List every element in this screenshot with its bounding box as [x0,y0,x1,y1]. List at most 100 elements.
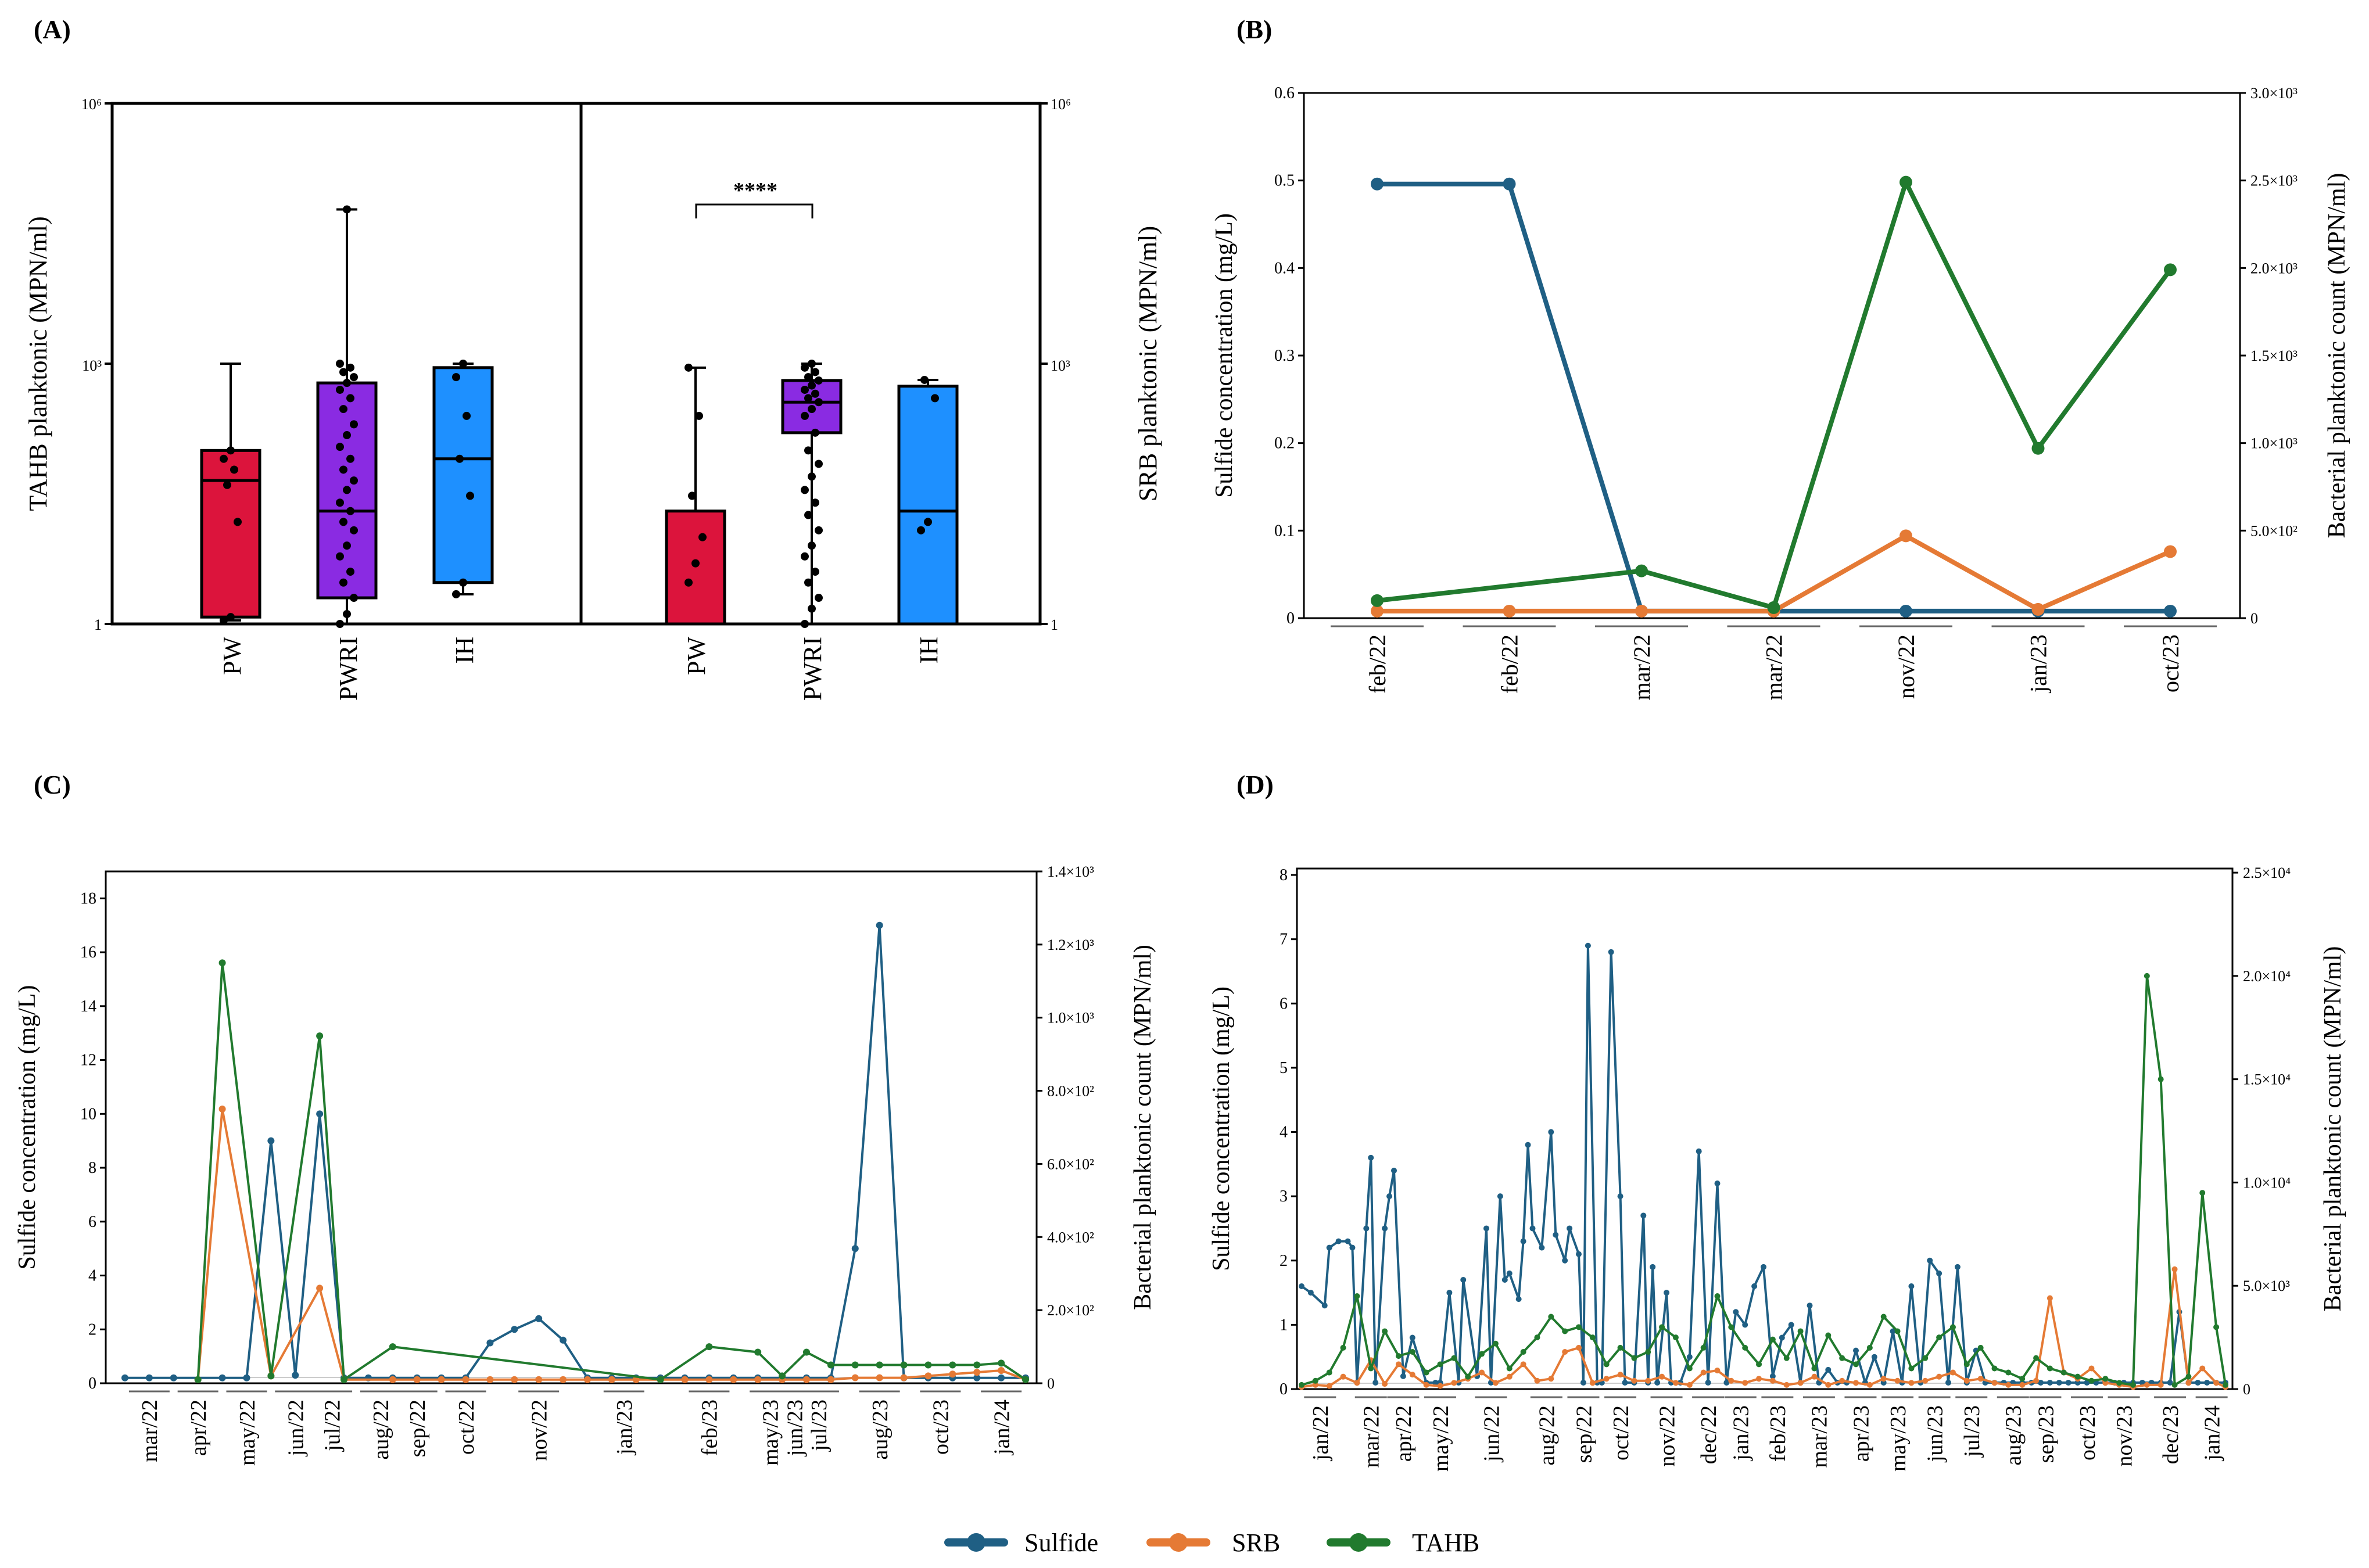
panelc-point-sulfide [145,1374,153,1382]
box-0-pw-point [220,616,228,625]
panelc-point-sulfide [170,1374,177,1382]
box-0-pwri-point [336,443,344,451]
panelc-point-srb [486,1376,494,1383]
panelc-point-srb [851,1374,859,1382]
paneld-point-sulfide [1908,1283,1915,1290]
paneld-point-srb [2088,1365,2095,1372]
paneld-point-tahb [1548,1314,1554,1320]
panelc-point-srb [973,1369,981,1376]
paneld-point-srb [1728,1377,1734,1384]
box-1-pwri-point [808,405,816,414]
box-0-pw-point [227,613,235,622]
paneld-point-tahb [2199,1190,2206,1196]
paneld-point-tahb [2171,1382,2178,1388]
paneld-point-sulfide [1936,1270,1942,1276]
paneld-point-srb [1991,1380,1998,1386]
panelc-point-srb [413,1376,421,1383]
paneld-point-sulfide [1386,1193,1393,1200]
paneld-x-label: sep/23 [2034,1405,2058,1463]
paneld-point-sulfide [1567,1225,1573,1232]
paneld-point-tahb [1797,1328,1804,1334]
significance-bracket [695,203,813,218]
paneld-point-sulfide [1363,1225,1370,1232]
box-0-pw-point [227,446,235,455]
panelc-left-tick-label: 2 [88,1321,96,1339]
paneld-point-srb [1908,1380,1915,1386]
paneld-point-srb [1631,1377,1637,1384]
panelc-point-srb [438,1376,445,1383]
panelc-right-tick-label: 1.0×10³ [1047,1010,1094,1027]
panelb-point-tahb [2031,442,2045,455]
box-0-pwri-point [343,379,351,387]
paneld-point-tahb [2047,1365,2053,1372]
box-0-pwri-point [343,205,351,214]
box-0-ih-point [456,454,464,463]
box-1-pw-point [684,578,693,587]
panelc-point-sulfide [511,1326,518,1333]
paneld-point-sulfide [1664,1290,1670,1296]
box-0-pwri-point [336,385,344,394]
paneld-point-srb [1783,1382,1790,1388]
box-1-ih-rect [897,385,959,626]
paneld-x-label: apr/23 [1849,1405,1873,1462]
box-1-pwri-point [808,541,816,550]
paneld-point-tahb [1977,1344,1984,1351]
panelc-right-tick-label: 4.0×10² [1047,1229,1094,1246]
panel-a-left-tick-mid: 10³ [82,357,102,374]
panelb-point-srb [1371,604,1384,618]
panelb-point-tahb [1899,175,1912,189]
box-0-pwri-point [343,431,351,440]
paneld-point-sulfide [2167,1379,2173,1386]
paneld-point-sulfide [1769,1373,1776,1379]
paneld-point-srb [1617,1372,1623,1378]
panelc-series-tahb [196,961,1027,1381]
box-1-pwri-point [811,368,819,376]
panelb-frame [1303,92,2241,619]
panelc-x-label: jul/23 [807,1400,832,1452]
panelc-point-tahb [389,1343,396,1351]
paneld-point-sulfide [1742,1322,1748,1328]
paneld-point-sulfide [1927,1257,1933,1264]
panelc-point-srb [681,1376,689,1383]
panelc-left-tick-label: 0 [88,1375,96,1393]
panelb-left-tick-label: 0.5 [1274,172,1295,190]
box-0-pwri-point [339,518,347,526]
panelc-point-srb [924,1372,932,1380]
box-0-pwri-point [346,363,354,372]
paneld-point-sulfide [1368,1154,1374,1161]
box-0-ih-point [466,491,474,500]
paneld-point-srb [2185,1380,2192,1386]
paneld-x-label: mar/23 [1808,1405,1832,1468]
paneld-point-srb [1340,1373,1346,1380]
paneld-point-sulfide [1714,1181,1721,1187]
paneld-point-srb [2171,1266,2178,1272]
paneld-point-srb [1562,1349,1568,1355]
box-1-pwri-point [815,526,823,534]
paneld-point-srb [1645,1377,1651,1384]
paneld-point-sulfide [1733,1309,1739,1315]
panel-a-label: (A) [34,15,71,44]
paneld-point-sulfide [1382,1225,1388,1232]
paneld-point-srb [1936,1373,1942,1380]
paneld-point-tahb [1839,1355,1845,1361]
box-0-ih-point [452,373,460,382]
panelc-point-tahb [341,1376,348,1383]
paneld-point-srb [1659,1373,1665,1380]
paneld-left-tick-label: 2 [1280,1252,1288,1270]
panelb-point-sulfide [2164,604,2177,618]
paneld-point-sulfide [1520,1238,1526,1244]
panelb-x-label: oct/23 [2157,634,2184,692]
panel-a-cat-right-pwri: PWRI [798,637,827,701]
panelc-point-tahb [900,1361,908,1369]
paneld-point-tahb [1949,1324,1956,1330]
paneld-point-sulfide [1391,1167,1397,1174]
box-1-ih-point [917,526,925,534]
paneld-point-sulfide [1460,1276,1467,1283]
box-0-pwri-point [346,507,354,515]
paneld-x-label: jan/22 [1309,1405,1333,1462]
paneld-point-tahb [1354,1293,1360,1299]
paneld-point-srb [1312,1382,1318,1388]
box-1-pw-point [691,559,700,568]
paneld-point-sulfide [1890,1328,1896,1334]
